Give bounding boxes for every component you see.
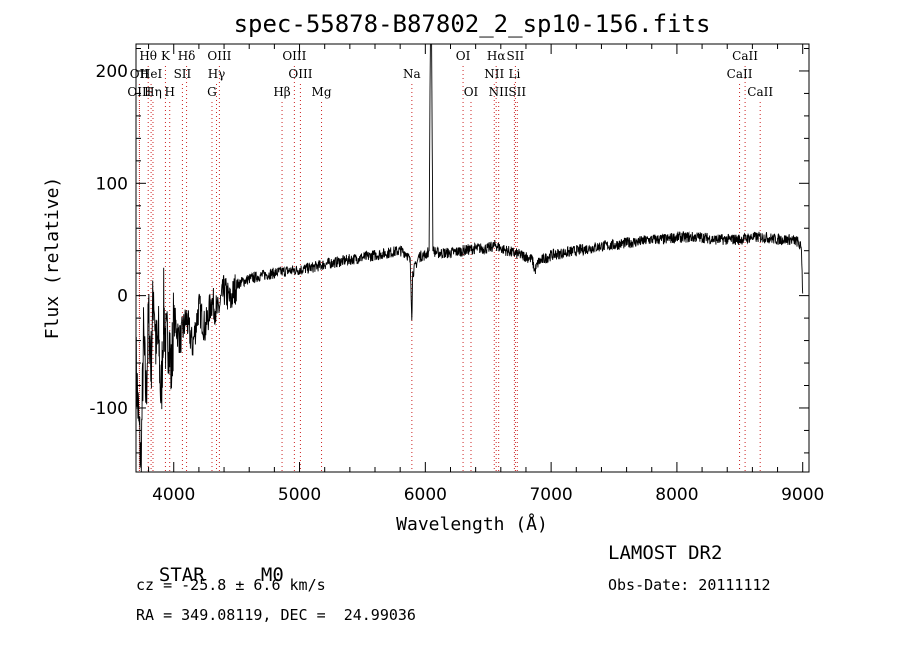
line-marker-label: OIII <box>127 85 151 99</box>
line-marker-label: SII <box>174 67 192 81</box>
line-marker-label: Hθ <box>139 49 157 63</box>
spectral-subclass: M0 <box>238 542 284 586</box>
y-axis-label: Flux (relative) <box>42 177 63 340</box>
line-marker-label: OIII <box>207 49 231 63</box>
line-marker-label: CaII <box>732 49 758 63</box>
line-marker-label: Hγ <box>208 67 226 81</box>
line-marker-label: SII <box>508 85 526 99</box>
line-marker-label: OIII <box>282 49 306 63</box>
line-marker-label: G <box>207 85 217 99</box>
obs-date-label: Obs-Date: 20111112 <box>608 576 771 594</box>
subclass-label: M0 <box>260 564 284 586</box>
line-marker-label: Hη <box>144 85 162 99</box>
line-marker-label: Hα <box>487 49 506 63</box>
x-tick-label: 8000 <box>655 485 698 505</box>
chart-title: spec-55878-B87802_2_sp10-156.fits <box>234 10 711 38</box>
line-marker-label: OI <box>464 85 479 99</box>
spectrum-line <box>135 43 804 473</box>
line-marker-label: Hδ <box>178 49 196 63</box>
line-marker-label: OI <box>456 49 471 63</box>
spectrum-series <box>135 43 804 473</box>
line-marker-label: Li <box>508 67 520 81</box>
x-tick-label: 6000 <box>404 485 447 505</box>
redshift-label: cz = -25.8 ± 6.6 km/s <box>136 576 326 594</box>
plot-frame <box>135 43 810 473</box>
y-tick-label: 0 <box>117 287 128 307</box>
y-tick-label: 200 <box>96 62 128 82</box>
survey-label: LAMOST DR2 <box>608 542 723 564</box>
x-tick-label: 7000 <box>529 485 572 505</box>
line-marker-label: Hβ <box>273 85 290 99</box>
line-marker-label: K <box>161 49 171 63</box>
line-marker-label: H <box>164 85 174 99</box>
x-axis-label: Wavelength (Å) <box>396 513 548 535</box>
x-tick-label: 4000 <box>152 485 195 505</box>
line-marker-label: Na <box>403 67 421 81</box>
spectral-class: STAR <box>136 542 205 586</box>
coords-label: RA = 349.08119, DEC = 24.99036 <box>136 606 416 624</box>
class-label: STAR <box>158 564 205 586</box>
x-tick-label: 9000 <box>781 485 824 505</box>
x-tick-label: 5000 <box>278 485 321 505</box>
line-marker-label: CaII <box>727 67 753 81</box>
line-marker-label: NII <box>484 67 504 81</box>
line-marker-label: CaII <box>747 85 773 99</box>
y-tick-label: -100 <box>89 399 128 419</box>
line-marker-label: OIII <box>288 67 312 81</box>
line-marker-label: HeI <box>140 67 163 81</box>
y-tick-label: 100 <box>96 174 128 194</box>
line-marker-label: NII <box>489 85 509 99</box>
line-marker-label: SII <box>507 49 525 63</box>
axis-ticks: 4000 5000 6000 7000 8000 9000 -100 0 100 200 <box>89 44 824 505</box>
line-marker-label: Mg <box>312 85 332 99</box>
